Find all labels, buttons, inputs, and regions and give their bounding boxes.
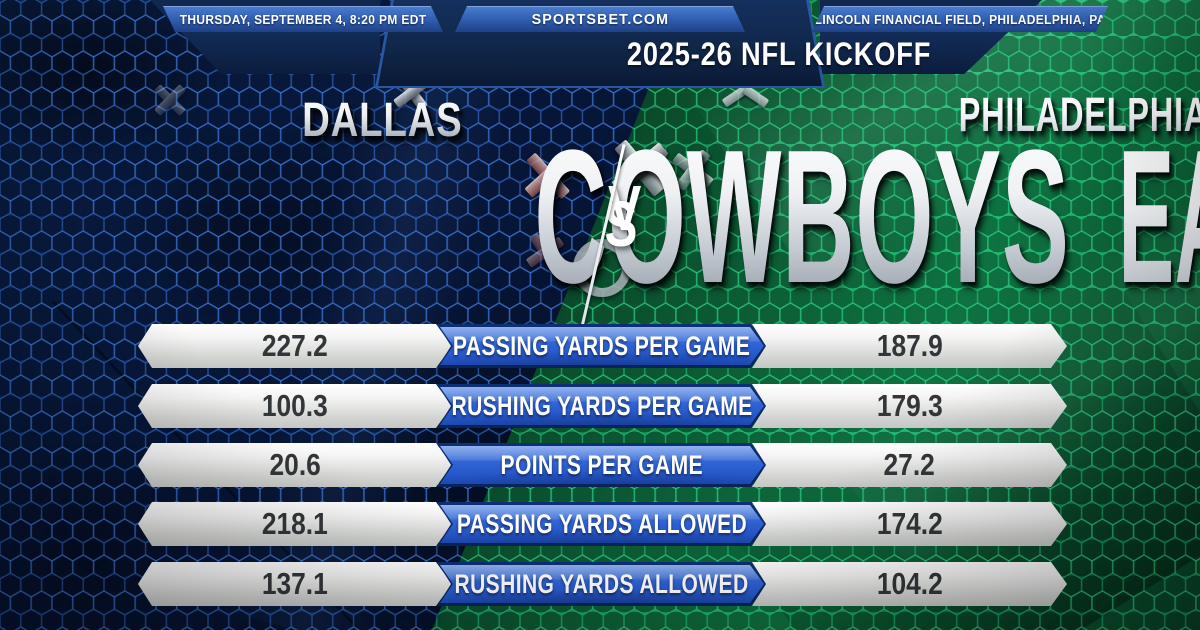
- home-stat-bar: 174.2: [752, 502, 1067, 546]
- home-stat-value: 187.9: [876, 328, 943, 363]
- stat-row: 218.1 PASSING YARDS ALLOWED 174.2: [0, 502, 1200, 546]
- away-stat-value: 100.3: [262, 388, 328, 423]
- away-stat-value: 20.6: [269, 447, 321, 482]
- home-stat-value: 27.2: [883, 447, 936, 482]
- stat-label: RUSHING YARDS ALLOWED: [454, 568, 750, 599]
- stat-label: RUSHING YARDS PER GAME: [451, 390, 753, 421]
- stat-label: POINTS PER GAME: [500, 449, 704, 480]
- stat-row: 20.6 POINTS PER GAME 27.2: [0, 443, 1200, 487]
- stat-label-bar-fill: [440, 565, 764, 603]
- stat-label-bar-fill: [440, 505, 764, 543]
- banner-site-strip: SPORTSBET.COM: [455, 6, 745, 32]
- away-stat-bar: 137.1: [138, 562, 452, 606]
- stat-label-bar: PASSING YARDS PER GAME: [437, 324, 767, 368]
- away-stat-bar: 100.3: [138, 384, 452, 428]
- home-stat-value: 174.2: [876, 506, 943, 541]
- home-stat-value: 179.3: [876, 388, 943, 423]
- site-name: SPORTSBET.COM: [531, 10, 669, 28]
- stat-label-bar: PASSING YARDS ALLOWED: [437, 502, 767, 546]
- home-stat-bar: 27.2: [752, 443, 1067, 487]
- venue-name: LINCOLN FINANCIAL FIELD, PHILADELPHIA, P…: [814, 11, 1106, 27]
- stat-label: PASSING YARDS ALLOWED: [456, 508, 748, 539]
- away-stat-value: 137.1: [262, 566, 328, 601]
- away-stat-value: 227.2: [262, 328, 328, 363]
- stat-label-bar: POINTS PER GAME: [437, 443, 767, 487]
- stat-label: PASSING YARDS PER GAME: [453, 330, 751, 361]
- play-x-icon: [152, 82, 188, 118]
- banner-date-strip: THURSDAY, SEPTEMBER 4, 8:20 PM EDT: [163, 6, 443, 32]
- stat-label-bar-fill: [440, 327, 764, 365]
- home-stat-bar: 179.3: [752, 384, 1067, 428]
- stat-row: 137.1 RUSHING YARDS ALLOWED 104.2: [0, 562, 1200, 606]
- game-datetime: THURSDAY, SEPTEMBER 4, 8:20 PM EDT: [179, 11, 427, 27]
- home-stat-value: 104.2: [876, 566, 943, 601]
- banner-venue-strip: LINCOLN FINANCIAL FIELD, PHILADELPHIA, P…: [812, 6, 1108, 32]
- home-stat-bar: 187.9: [752, 324, 1067, 368]
- stat-row: 100.3 RUSHING YARDS PER GAME 179.3: [0, 384, 1200, 428]
- away-stat-bar: 218.1: [138, 502, 452, 546]
- away-stat-bar: 20.6: [138, 443, 452, 487]
- stat-row: 227.2 PASSING YARDS PER GAME 187.9: [0, 324, 1200, 368]
- away-stat-bar: 227.2: [138, 324, 452, 368]
- stat-label-bar: RUSHING YARDS ALLOWED: [437, 562, 767, 606]
- stat-label-bar-fill: [440, 387, 764, 425]
- away-stat-value: 218.1: [262, 506, 328, 541]
- stat-label-bar-fill: [440, 446, 764, 484]
- stat-label-bar: RUSHING YARDS PER GAME: [437, 384, 767, 428]
- home-stat-bar: 104.2: [752, 562, 1067, 606]
